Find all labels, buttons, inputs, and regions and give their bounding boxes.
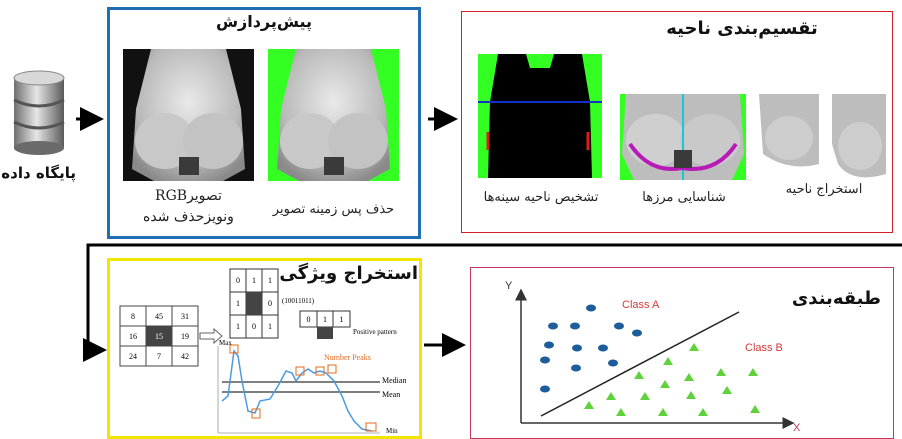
binary-cell: 1	[252, 276, 256, 285]
pattern-code: (10011011)	[282, 297, 315, 305]
classification-title: طبقه‌بندی	[791, 288, 881, 309]
positive-pattern-row: 0 1 1	[300, 311, 350, 327]
rgb-denoised-image	[123, 49, 254, 181]
grey-grid-values: 8 45 31 16 15 19 24 7 42	[120, 306, 198, 366]
grid-cell: 16	[129, 331, 137, 341]
binary-cell: 0	[252, 322, 256, 331]
grid-cell: 24	[129, 351, 137, 361]
pattern-cell: 1	[339, 314, 344, 324]
segmentation-panel: تقسیم‌بندی ناحیه تشخیص ناحیه سینه‌	[461, 11, 893, 233]
binary-cell: 0	[236, 276, 240, 285]
binary-grid-values: 0 1 1 1 0 1 0 1	[230, 269, 278, 338]
database-label: پایگاه داده	[1, 164, 76, 182]
max-label: Max	[219, 339, 232, 347]
breast-region-caption: تشخیص ناحیه سینه‌ها	[483, 190, 599, 205]
number-peaks-label: Number Peaks	[324, 353, 371, 362]
positive-pattern-label: Positive pattern	[353, 328, 397, 336]
grid-cell: 45	[155, 311, 163, 321]
binary-cell: 1	[236, 299, 240, 308]
binary-cell: 1	[268, 322, 272, 331]
grey-grid	[119, 305, 199, 367]
classification-plot	[515, 288, 795, 429]
region-extraction-caption: استخراج ناحیه	[785, 182, 863, 197]
preprocessing-panel: پیش‌پردازش تصویرRGB	[107, 7, 421, 239]
rgb-caption-line2: ونویزحذف شده	[143, 209, 234, 225]
grid-cell-center: 15	[155, 331, 163, 341]
class-a-label: Class A	[622, 299, 660, 311]
binary-cell: 1	[268, 276, 272, 285]
class-b-points	[584, 343, 760, 416]
classification-panel: طبقه‌بندی	[470, 267, 894, 439]
feature-extraction-panel: استخراج ویژگی 8 45	[107, 258, 422, 439]
lbp-diagram	[119, 268, 380, 434]
binary-cell: 1	[236, 322, 240, 331]
binary-cell: 0	[268, 299, 272, 308]
extracted-right-region-image	[759, 94, 819, 168]
class-b-label: Class B	[745, 342, 783, 354]
class-a-points	[540, 304, 642, 393]
breast-region-mask-image	[478, 54, 602, 178]
mean-label: Mean	[382, 390, 401, 399]
segmentation-title: تقسیم‌بندی ناحیه	[666, 18, 818, 39]
grid-cell: 31	[181, 311, 189, 321]
grid-cell: 7	[157, 351, 161, 361]
x-axis-label: X	[793, 422, 801, 434]
boundary-caption: شناسایی مرزها	[642, 190, 726, 205]
min-label: Min	[386, 427, 398, 435]
extracted-left-region-image	[832, 94, 886, 180]
y-axis-label: Y	[505, 280, 513, 292]
rgb-caption-line1: تصویرRGB	[155, 188, 222, 204]
boundary-detection-image	[620, 94, 746, 180]
median-label: Median	[382, 376, 407, 385]
background-removed-image	[268, 49, 399, 181]
database-icon	[8, 70, 70, 156]
pattern-cell: 1	[323, 314, 327, 324]
binary-cell-center	[246, 292, 262, 315]
pattern-cell: 0	[306, 314, 311, 324]
grid-cell: 42	[181, 351, 189, 361]
grid-cell: 8	[131, 311, 135, 321]
preprocessing-title: پیش‌پردازش	[215, 12, 313, 31]
feature-extraction-title: استخراج ویژگی	[279, 263, 418, 284]
background-removal-caption: حذف پس زمینه تصویر	[272, 202, 395, 217]
grid-cell: 19	[181, 331, 189, 341]
